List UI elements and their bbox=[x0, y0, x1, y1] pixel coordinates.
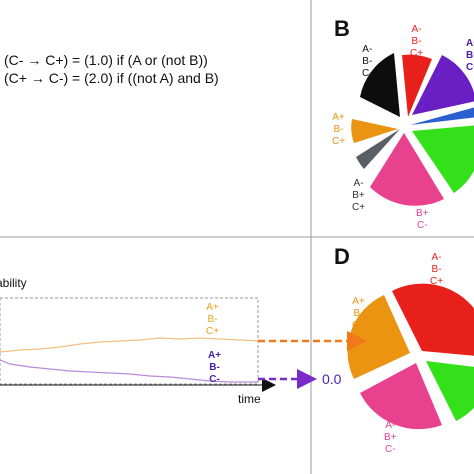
pie-b-label-purple: A+B+C+ bbox=[466, 38, 474, 73]
pie-d-slice-red bbox=[392, 283, 474, 356]
panel-letter-b: B bbox=[334, 16, 350, 41]
time-axis-arrowhead bbox=[262, 378, 276, 392]
pie-b-label-orange: A+ B- C+ bbox=[332, 112, 346, 147]
pie-d-label-pink: A- B+ C- bbox=[384, 420, 397, 455]
pie-d-slice-orange bbox=[347, 295, 410, 379]
time-axis-label: time bbox=[238, 392, 261, 406]
pie-d bbox=[347, 283, 474, 430]
series-label-orange: A+ B- C+ bbox=[206, 302, 220, 337]
pie-b-slice-pink bbox=[370, 133, 444, 206]
pie-d-slice-green bbox=[426, 361, 474, 421]
pie-b-label-pink: A- B+ C- bbox=[416, 196, 429, 231]
pie-b-slice-orange bbox=[351, 119, 398, 143]
panel-letter-d: D bbox=[334, 244, 350, 269]
series-purple-line bbox=[0, 359, 258, 383]
rule-text-2: (C+ → C-) = (2.0) if ((not A) and B) bbox=[4, 70, 219, 86]
pie-b-slice-green bbox=[412, 125, 474, 193]
pie-d-label-orange: A+ B- C+ bbox=[352, 296, 366, 331]
pie-b-label-gray: A- B+ C+ bbox=[352, 178, 366, 213]
rule-text-1: (C- → C+) = (1.0) if (A or (not B)) bbox=[4, 52, 208, 68]
series-orange-line bbox=[0, 337, 259, 353]
pie-d-label-red: A- B- C+ bbox=[430, 252, 444, 287]
pie-d-slice-pink bbox=[360, 363, 442, 430]
pie-b-slice-black bbox=[360, 53, 400, 117]
purple-value-label: 0.0 bbox=[322, 371, 342, 387]
plot-title-fragment: ability bbox=[0, 276, 27, 290]
pie-b-slice-gray bbox=[356, 129, 400, 169]
pie-b-slice-red bbox=[402, 54, 432, 117]
pie-b-label-black: A- B- C- bbox=[362, 44, 373, 79]
series-label-purple: A+ B- C- bbox=[208, 350, 222, 385]
pie-b-label-red: A- B- C+ bbox=[410, 24, 424, 59]
pie-b-slice-purple bbox=[412, 55, 474, 115]
